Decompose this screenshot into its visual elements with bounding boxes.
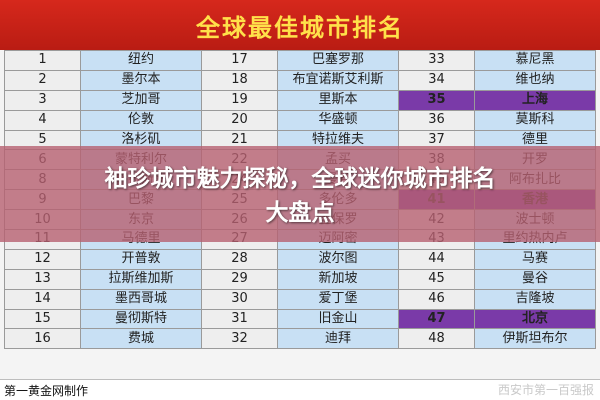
rank-cell: 2 — [4, 69, 81, 91]
rank-cell: 36 — [398, 109, 475, 131]
rank-cell: 19 — [201, 89, 278, 111]
city-cell: 爱丁堡 — [277, 288, 399, 310]
article-headline: 袖珍城市魅力探秘，全球迷你城市排名 大盘点 — [0, 162, 600, 230]
table-row: 13 拉斯维加斯 29 新加坡 45 曼谷 — [4, 268, 596, 290]
city-cell: 曼彻斯特 — [80, 308, 202, 330]
city-cell: 墨西哥城 — [80, 288, 202, 310]
headline-overlay — [0, 146, 600, 242]
headline-line-2: 大盘点 — [265, 200, 335, 226]
title-banner: 全球最佳城市排名 — [0, 0, 600, 50]
city-cell: 莫斯科 — [474, 109, 596, 131]
rank-cell: 12 — [4, 248, 81, 270]
table-row: 2 墨尔本 18 布宜诺斯艾利斯 34 维也纳 — [4, 69, 596, 91]
rank-cell: 17 — [201, 50, 278, 71]
city-cell: 墨尔本 — [80, 69, 202, 91]
rank-cell: 4 — [4, 109, 81, 131]
city-cell: 马赛 — [474, 248, 596, 270]
rank-cell: 33 — [398, 50, 475, 71]
city-cell: 吉隆坡 — [474, 288, 596, 310]
rank-cell: 1 — [4, 50, 81, 71]
watermark-text: 西安市第一百强报 — [497, 383, 594, 397]
rank-cell: 15 — [4, 308, 81, 330]
rank-cell: 5 — [4, 129, 81, 151]
city-cell: 巴塞罗那 — [277, 50, 399, 71]
city-cell: 曼谷 — [474, 268, 596, 290]
city-cell: 里斯本 — [277, 89, 399, 111]
table-row: 3 芝加哥 19 里斯本 35 上海 — [4, 89, 596, 111]
rank-cell: 14 — [4, 288, 81, 310]
city-cell: 伊斯坦布尔 — [474, 328, 596, 350]
city-cell: 开普敦 — [80, 248, 202, 270]
city-cell: 上海 — [474, 89, 596, 111]
city-cell: 波尔图 — [277, 248, 399, 270]
rank-cell: 35 — [398, 89, 475, 111]
rank-cell: 30 — [201, 288, 278, 310]
rank-cell: 18 — [201, 69, 278, 91]
city-cell: 费城 — [80, 328, 202, 350]
table-title: 全球最佳城市排名 — [196, 13, 404, 42]
footer-bar: 第一黄金网制作 西安市第一百强报 — [0, 379, 600, 400]
rank-cell: 3 — [4, 89, 81, 111]
table-row: 4 伦敦 20 华盛顿 36 莫斯科 — [4, 109, 596, 131]
city-cell: 迪拜 — [277, 328, 399, 350]
rank-cell: 20 — [201, 109, 278, 131]
city-cell: 布宜诺斯艾利斯 — [277, 69, 399, 91]
city-cell: 芝加哥 — [80, 89, 202, 111]
rank-cell: 48 — [398, 328, 475, 350]
rank-cell: 47 — [398, 308, 475, 330]
rank-cell: 21 — [201, 129, 278, 151]
rank-cell: 32 — [201, 328, 278, 350]
city-cell: 纽约 — [80, 50, 202, 71]
rank-cell: 34 — [398, 69, 475, 91]
city-cell: 北京 — [474, 308, 596, 330]
table-row: 5 洛杉矶 21 特拉维夫 37 德里 — [4, 129, 596, 151]
rank-cell: 44 — [398, 248, 475, 270]
headline-line-1: 袖珍城市魅力探秘，全球迷你城市排名 — [104, 166, 496, 192]
rank-cell: 28 — [201, 248, 278, 270]
city-cell: 伦敦 — [80, 109, 202, 131]
table-row: 16 费城 32 迪拜 48 伊斯坦布尔 — [4, 328, 596, 350]
city-cell: 维也纳 — [474, 69, 596, 91]
city-cell: 德里 — [474, 129, 596, 151]
rank-cell: 45 — [398, 268, 475, 290]
rank-cell: 13 — [4, 268, 81, 290]
city-cell: 新加坡 — [277, 268, 399, 290]
city-cell: 特拉维夫 — [277, 129, 399, 151]
table-row: 1 纽约 17 巴塞罗那 33 慕尼黑 — [4, 50, 596, 71]
city-cell: 慕尼黑 — [474, 50, 596, 71]
rank-cell: 16 — [4, 328, 81, 350]
table-row: 15 曼彻斯特 31 旧金山 47 北京 — [4, 308, 596, 330]
rank-cell: 31 — [201, 308, 278, 330]
table-row: 12 开普敦 28 波尔图 44 马赛 — [4, 248, 596, 270]
city-cell: 拉斯维加斯 — [80, 268, 202, 290]
rank-cell: 46 — [398, 288, 475, 310]
credit-text: 第一黄金网制作 — [4, 384, 89, 398]
table-row: 14 墨西哥城 30 爱丁堡 46 吉隆坡 — [4, 288, 596, 310]
rank-cell: 29 — [201, 268, 278, 290]
city-cell: 洛杉矶 — [80, 129, 202, 151]
city-cell: 旧金山 — [277, 308, 399, 330]
city-cell: 华盛顿 — [277, 109, 399, 131]
